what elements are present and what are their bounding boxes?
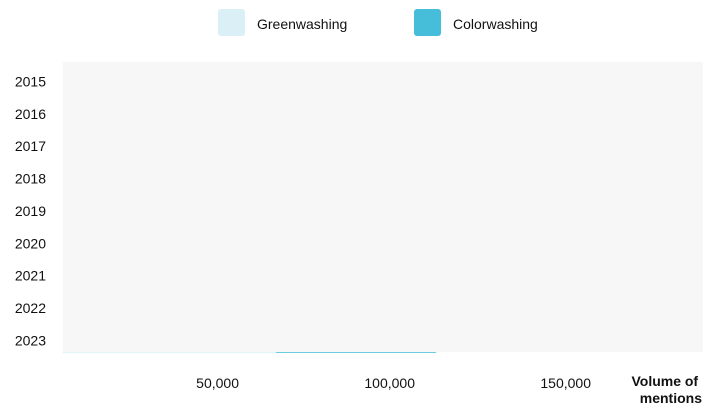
x-tick-label: 50,000 [196,375,239,391]
plot-area [63,62,703,352]
legend-label-greenwashing: Greenwashing [257,16,347,32]
y-tick-label: 2019 [15,203,46,219]
legend: Greenwashing Colorwashing [218,9,538,36]
x-axis-title: Volume of mentions [631,373,702,406]
legend-label-colorwashing: Colorwashing [453,16,538,32]
x-tick-label: 100,000 [364,375,415,391]
x-tick-label: 150,000 [540,375,591,391]
y-tick-label: 2022 [15,300,46,316]
y-tick-label: 2016 [15,106,46,122]
y-tick-label: 2020 [15,235,46,251]
x-axis-title-line-2: mentions [640,390,702,406]
x-axis-title-line-1: Volume of [631,373,698,389]
y-tick-label: 2015 [15,74,46,90]
y-tick-label: 2018 [15,171,46,187]
legend-swatch-greenwashing [218,9,245,36]
legend-swatch-colorwashing [414,9,441,36]
y-tick-label: 2021 [15,268,46,284]
y-tick-label: 2017 [15,138,46,154]
x-axis-labels: 50,000 100,000 150,000 [196,375,591,391]
y-axis-labels: 2015 2016 2017 2018 2019 2020 2021 2022 2023 [15,74,46,349]
y-tick-label: 2023 [15,332,46,348]
